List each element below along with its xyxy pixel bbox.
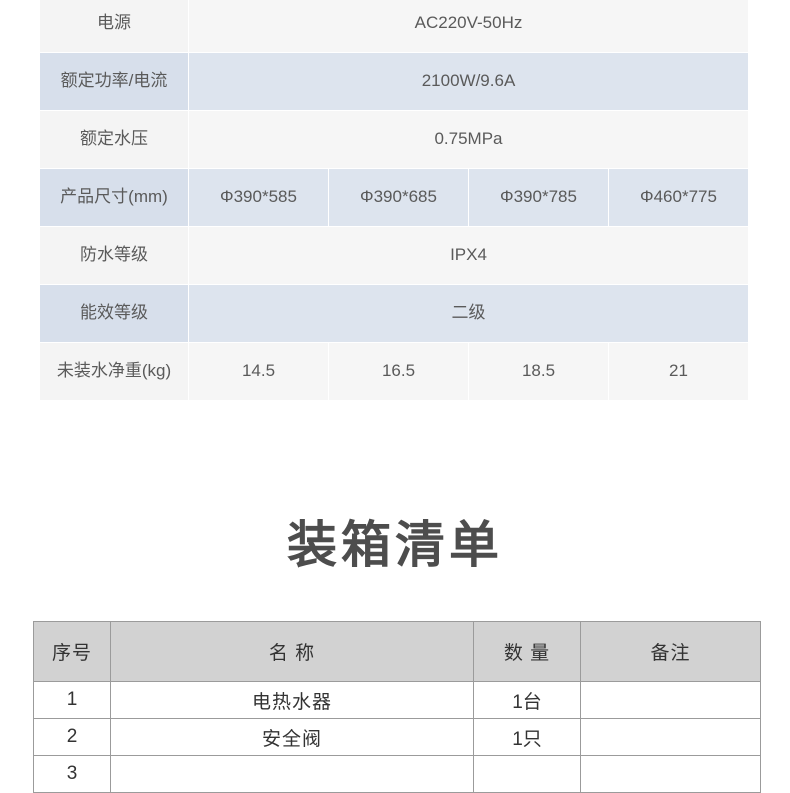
table-row: 3: [33, 755, 761, 793]
packing-cell-index: 3: [33, 755, 111, 793]
packing-cell-qty: [473, 755, 581, 793]
spec-row: 未装水净重(kg) 14.5 16.5 18.5 21: [40, 343, 748, 400]
spec-row: 额定功率/电流 2100W/9.6A: [40, 53, 748, 110]
packing-list-table: 序号 名 称 数 量 备注 1 电热水器 1台 2 安全阀 1只 3: [33, 621, 761, 793]
spec-row-value: 21: [609, 343, 748, 400]
spec-row-value: 0.75MPa: [189, 111, 748, 168]
packing-cell-name: 安全阀: [110, 718, 474, 756]
column-header-note: 备注: [580, 621, 761, 682]
specification-table: 电源 AC220V-50Hz 额定功率/电流 2100W/9.6A 额定水压 0.75MP…: [39, 0, 749, 401]
spec-row: 能效等级 二级: [40, 285, 748, 342]
spec-row-value: Φ390*785: [469, 169, 608, 226]
spec-row: 防水等级 IPX4: [40, 227, 748, 284]
table-row: 2 安全阀 1只: [33, 718, 761, 756]
spec-row-label: 未装水净重(kg): [40, 343, 188, 400]
packing-list-section: 序号 名 称 数 量 备注 1 电热水器 1台 2 安全阀 1只 3: [33, 621, 761, 793]
packing-cell-name: [110, 755, 474, 793]
packing-cell-name: 电热水器: [110, 681, 474, 719]
spec-row-label: 电源: [40, 0, 188, 52]
packing-list-head: 序号 名 称 数 量 备注: [33, 621, 761, 682]
spec-row-value: 二级: [189, 285, 748, 342]
packing-cell-qty: 1台: [473, 681, 581, 719]
spec-row-value: 16.5: [329, 343, 468, 400]
spec-row: 电源 AC220V-50Hz: [40, 0, 748, 52]
spec-row-label: 额定水压: [40, 111, 188, 168]
spec-row-value: 18.5: [469, 343, 608, 400]
column-header-qty: 数 量: [473, 621, 581, 682]
spec-row-value: IPX4: [189, 227, 748, 284]
packing-cell-note: [580, 681, 761, 719]
product-detail-page: 电源 AC220V-50Hz 额定功率/电流 2100W/9.6A 额定水压 0.75MP…: [33, 0, 761, 793]
table-row: 1 电热水器 1台: [33, 681, 761, 719]
packing-cell-index: 2: [33, 718, 111, 756]
spec-row-value: AC220V-50Hz: [189, 0, 748, 52]
column-header-index: 序号: [33, 621, 111, 682]
packing-cell-note: [580, 755, 761, 793]
spec-row-value: 2100W/9.6A: [189, 53, 748, 110]
specification-table-body: 电源 AC220V-50Hz 额定功率/电流 2100W/9.6A 额定水压 0.75MP…: [40, 0, 748, 400]
spec-row-value: Φ390*585: [189, 169, 328, 226]
spec-row: 额定水压 0.75MPa: [40, 111, 748, 168]
spec-row: 产品尺寸(mm) Φ390*585 Φ390*685 Φ390*785 Φ460*775: [40, 169, 748, 226]
spec-row-label: 防水等级: [40, 227, 188, 284]
column-header-name: 名 称: [110, 621, 474, 682]
spec-row-value: Φ460*775: [609, 169, 748, 226]
packing-list-body: 1 电热水器 1台 2 安全阀 1只 3: [33, 681, 761, 793]
spec-row-label: 产品尺寸(mm): [40, 169, 188, 226]
spec-row-label: 能效等级: [40, 285, 188, 342]
packing-cell-index: 1: [33, 681, 111, 719]
spec-row-label: 额定功率/电流: [40, 53, 188, 110]
spec-row-value: Φ390*685: [329, 169, 468, 226]
packing-list-header-row: 序号 名 称 数 量 备注: [33, 621, 761, 682]
page-title: 装箱清单: [287, 517, 503, 573]
packing-cell-qty: 1只: [473, 718, 581, 756]
spec-row-value: 14.5: [189, 343, 328, 400]
packing-cell-note: [580, 718, 761, 756]
